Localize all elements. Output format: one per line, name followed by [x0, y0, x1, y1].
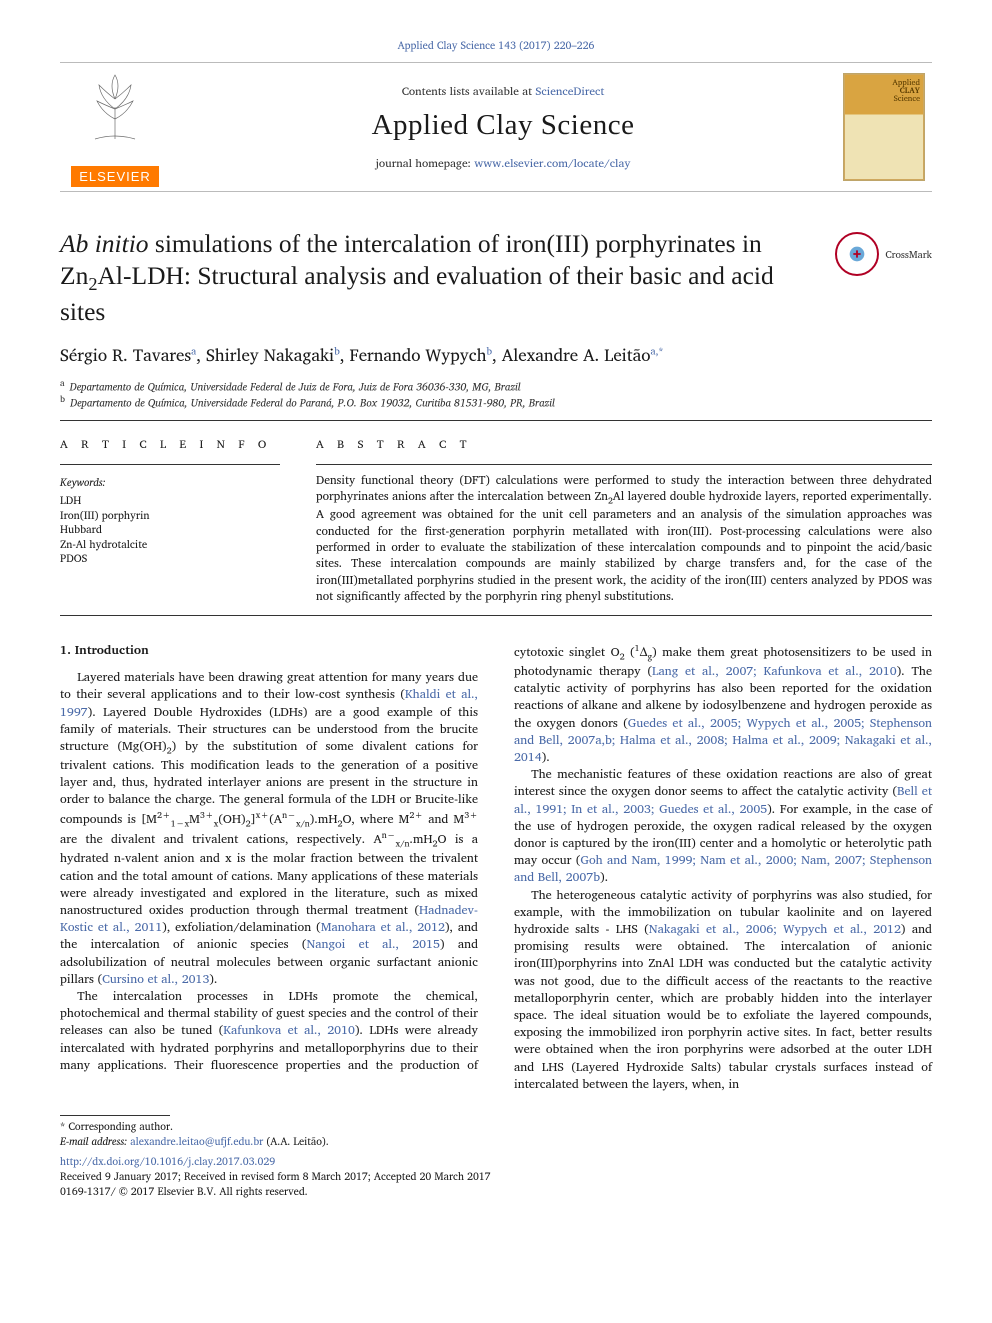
publisher-block: ELSEVIER: [60, 63, 170, 191]
abstract-label: A B S T R A C T: [316, 435, 932, 454]
rule-top: [60, 420, 932, 421]
journal-cover-icon: Applied CLAY Science: [843, 73, 925, 181]
page-footer: * Corresponding author. E-mail address: …: [60, 1115, 932, 1198]
abstract-block: A B S T R A C T Density functional theor…: [316, 435, 932, 605]
journal-homepage-link[interactable]: www.elsevier.com/locate/clay: [474, 154, 630, 173]
affiliations: a Departamento de Química, Universidade …: [60, 377, 932, 410]
homepage-line: journal homepage: www.elsevier.com/locat…: [376, 154, 631, 173]
article-info-block: A R T I C L E I N F O Keywords: LDH Iron…: [60, 435, 280, 605]
keywords-list: LDH Iron(III) porphyrin Hubbard Zn-Al hy…: [60, 493, 280, 566]
keyword: PDOS: [60, 551, 280, 566]
rule-bottom: [60, 615, 932, 616]
email-line: E-mail address: alexandre.leitao@ufjf.ed…: [60, 1134, 932, 1149]
body-paragraph: The mechanistic features of these oxidat…: [514, 766, 932, 886]
homepage-prefix: journal homepage:: [376, 154, 475, 173]
affiliation-a: a Departamento de Química, Universidade …: [60, 377, 932, 394]
contents-line: Contents lists available at ScienceDirec…: [402, 82, 605, 101]
body-paragraph: Layered materials have been drawing grea…: [60, 669, 478, 988]
running-citation: Applied Clay Science 143 (2017) 220–226: [60, 36, 932, 54]
article-info-label: A R T I C L E I N F O: [60, 435, 280, 454]
page: Applied Clay Science 143 (2017) 220–226: [0, 0, 992, 1229]
body-paragraph: The heterogeneous catalytic activity of …: [514, 887, 932, 1093]
article-info-rule: [60, 464, 280, 465]
corresponding-email-link[interactable]: alexandre.leitao@ufjf.edu.br: [130, 1132, 263, 1150]
affiliation-b: b Departamento de Química, Universidade …: [60, 393, 932, 410]
crossmark-icon[interactable]: [835, 232, 879, 276]
abstract-rule: [316, 464, 932, 465]
section-heading-introduction: 1. Introduction: [60, 642, 478, 659]
abstract-text: Density functional theory (DFT) calculat…: [316, 473, 932, 605]
masthead: ELSEVIER Contents lists available at Sci…: [60, 62, 932, 192]
journal-name: Applied Clay Science: [372, 109, 635, 142]
keywords-heading: Keywords:: [60, 473, 280, 491]
cover-thumb-container: Applied CLAY Science: [836, 63, 932, 191]
article-title: Ab initio simulations of the intercalati…: [60, 228, 819, 328]
body-columns: 1. Introduction Layered materials have b…: [60, 642, 932, 1093]
cover-label-3: Science: [894, 91, 920, 105]
copyright-line: 0169-1317/ © 2017 Elsevier B.V. All righ…: [60, 1184, 932, 1199]
masthead-center: Contents lists available at ScienceDirec…: [170, 63, 836, 191]
email-tail: (A.A. Leitão).: [263, 1132, 329, 1150]
authors-line: Sérgio R. Tavaresa, Shirley Nakagakib, F…: [60, 342, 932, 369]
footnote-rule: [60, 1115, 170, 1116]
elsevier-tree-icon: [85, 69, 145, 141]
crossmark-label: CrossMark: [885, 247, 932, 263]
article-info-abstract-row: A R T I C L E I N F O Keywords: LDH Iron…: [60, 435, 932, 605]
email-label: E-mail address:: [60, 1132, 130, 1150]
title-row: Ab initio simulations of the intercalati…: [60, 228, 932, 342]
keyword: Zn-Al hydrotalcite: [60, 537, 280, 552]
contents-prefix: Contents lists available at: [402, 82, 536, 101]
elsevier-wordmark: ELSEVIER: [71, 166, 159, 187]
sciencedirect-link[interactable]: ScienceDirect: [535, 82, 604, 101]
